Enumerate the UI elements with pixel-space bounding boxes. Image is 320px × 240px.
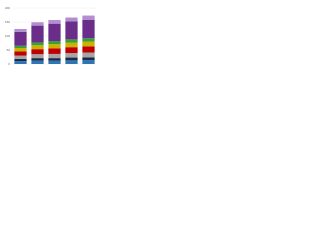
- y-tick-label: 100: [5, 34, 10, 38]
- bar-segment: [14, 48, 27, 52]
- bar-segment: [82, 15, 95, 20]
- bar-segment: [14, 61, 27, 64]
- bar-segment: [65, 53, 78, 58]
- bar-segment: [14, 51, 27, 56]
- bar-segment: [65, 42, 78, 48]
- bar-segment: [82, 19, 95, 39]
- bar-segment: [31, 42, 44, 46]
- bar-segment: [31, 22, 44, 26]
- bar-segment: [82, 52, 95, 58]
- y-tick-label: 50: [7, 48, 11, 52]
- chart: 0 50 100 150 200: [5, 6, 97, 66]
- bar-segment: [82, 41, 95, 47]
- bar-segment: [31, 45, 44, 50]
- bar-segment: [65, 47, 78, 54]
- bar-segment: [82, 38, 95, 42]
- bar-segment: [48, 44, 61, 49]
- bar-segment: [48, 41, 61, 45]
- bar-segment: [31, 25, 44, 43]
- bar-segment: [48, 23, 61, 42]
- bar-segment: [82, 60, 95, 64]
- bar-segment: [48, 58, 61, 61]
- bar-segment: [65, 17, 78, 22]
- bar-segment: [14, 55, 27, 59]
- bar-segment: [48, 20, 61, 24]
- bar-segment: [65, 39, 78, 43]
- bar-segment: [31, 54, 44, 59]
- bar-segment: [48, 48, 61, 54]
- bar-segment: [48, 53, 61, 59]
- bar-segment: [65, 60, 78, 64]
- bar-segment: [82, 46, 95, 53]
- bar-segment: [31, 60, 44, 64]
- bar-segment: [14, 31, 27, 46]
- bar-segment: [14, 29, 27, 32]
- bar-segment: [48, 60, 61, 64]
- bar-segment: [14, 45, 27, 49]
- bar-segment: [65, 57, 78, 61]
- bar-segment: [31, 49, 44, 55]
- bar-segment: [82, 57, 95, 61]
- y-tick-label: 150: [5, 20, 10, 24]
- bar-segment: [14, 58, 27, 62]
- bar-segment: [31, 58, 44, 61]
- y-tick-label: 0: [8, 62, 10, 66]
- bar-segment: [65, 21, 78, 40]
- y-tick-label: 200: [5, 6, 10, 10]
